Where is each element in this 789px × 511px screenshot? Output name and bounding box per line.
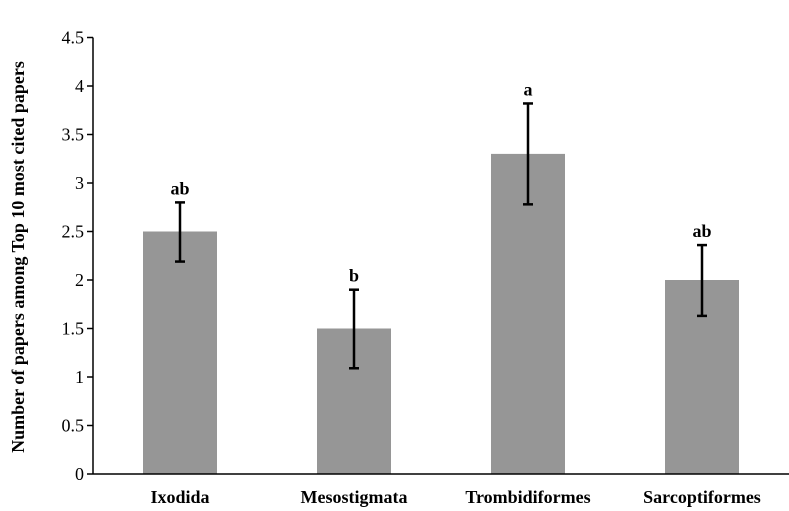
bars (143, 153, 739, 474)
x-tick-label: Trombidiformes (465, 487, 590, 507)
y-tick-label: 0 (75, 464, 84, 484)
y-tick-label: 1 (75, 367, 84, 387)
x-tick-label: Mesostigmata (301, 487, 408, 507)
error-bars (175, 102, 707, 370)
significance-label: b (349, 266, 359, 286)
x-tick-label: Sarcoptiformes (643, 487, 761, 507)
y-tick-label: 2.5 (62, 222, 85, 242)
x-tick-label: Ixodida (150, 487, 209, 507)
significance-labels: ab b a ab (170, 79, 711, 285)
y-tick-label: 4.5 (62, 28, 85, 48)
bar-trombidiformes (491, 153, 565, 474)
y-tick-label: 2 (75, 270, 84, 290)
significance-label: ab (692, 221, 711, 241)
y-axis-title: Number of papers among Top 10 most cited… (8, 61, 28, 453)
x-axis: Ixodida Mesostigmata Trombidiformes Sarcopt… (93, 473, 789, 507)
y-tick-label: 1.5 (62, 319, 85, 339)
bar-ixodida (143, 231, 217, 474)
y-axis: 0 0.5 1 1.5 2 2.5 3 3.5 4 4.5 (62, 28, 94, 484)
y-tick-label: 0.5 (62, 416, 85, 436)
significance-label: a (524, 79, 533, 99)
significance-label: ab (170, 178, 189, 198)
y-tick-label: 4 (75, 76, 84, 96)
y-tick-label: 3 (75, 173, 84, 193)
y-tick-label: 3.5 (62, 125, 85, 145)
